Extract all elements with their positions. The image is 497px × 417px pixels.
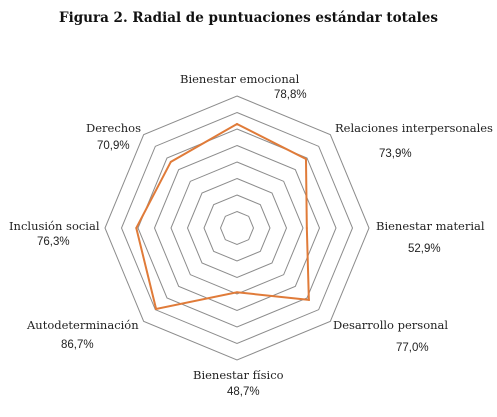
value-label-desarrollo-personal: 77,0% xyxy=(396,342,429,354)
axis-label-desarrollo-personal: Desarrollo personal xyxy=(333,318,449,332)
grid-ring-7 xyxy=(120,111,354,345)
grid-ring-6 xyxy=(137,128,337,328)
data-point-1 xyxy=(236,122,238,125)
axis-label-bienestar-emocional: Bienestar emocional xyxy=(180,72,300,86)
data-point-3 xyxy=(305,227,308,229)
axis-label-relaciones-interpersonales: Relaciones interpersonales xyxy=(335,121,493,135)
axis-label-bienestar-fisico: Bienestar físico xyxy=(193,368,284,382)
axis-label-derechos: Derechos xyxy=(86,121,142,135)
value-label-inclusion-social: 76,3% xyxy=(37,236,70,248)
data-point-2 xyxy=(304,158,307,161)
value-label-bienestar-material: 52,9% xyxy=(408,243,441,255)
chart-title: Figura 2. Radial de puntuaciones estánda… xyxy=(59,10,438,26)
grid-ring-3 xyxy=(186,177,288,279)
grid-ring-4 xyxy=(170,161,304,295)
data-point-4 xyxy=(307,298,310,301)
axis-label-bienestar-material: Bienestar material xyxy=(376,219,485,233)
grid-ring-8 xyxy=(104,95,370,361)
axis-label-inclusion-social: Inclusión social xyxy=(9,219,100,233)
value-label-derechos: 70,9% xyxy=(97,140,130,152)
value-label-bienestar-fisico: 48,7% xyxy=(227,386,260,398)
data-point-8 xyxy=(169,160,172,163)
grid-ring-1 xyxy=(219,210,255,246)
data-point-7 xyxy=(135,227,138,229)
grid-ring-5 xyxy=(153,144,321,312)
value-label-relaciones-interpersonales: 73,9% xyxy=(379,148,412,160)
axis-label-autodeterminacion: Autodeterminación xyxy=(27,318,139,332)
grid-ring-2 xyxy=(203,194,271,262)
value-label-bienestar-emocional: 78,8% xyxy=(274,89,307,101)
data-point-6 xyxy=(155,307,158,310)
data-point-5 xyxy=(236,291,238,294)
value-label-autodeterminacion: 86,7% xyxy=(61,339,94,351)
